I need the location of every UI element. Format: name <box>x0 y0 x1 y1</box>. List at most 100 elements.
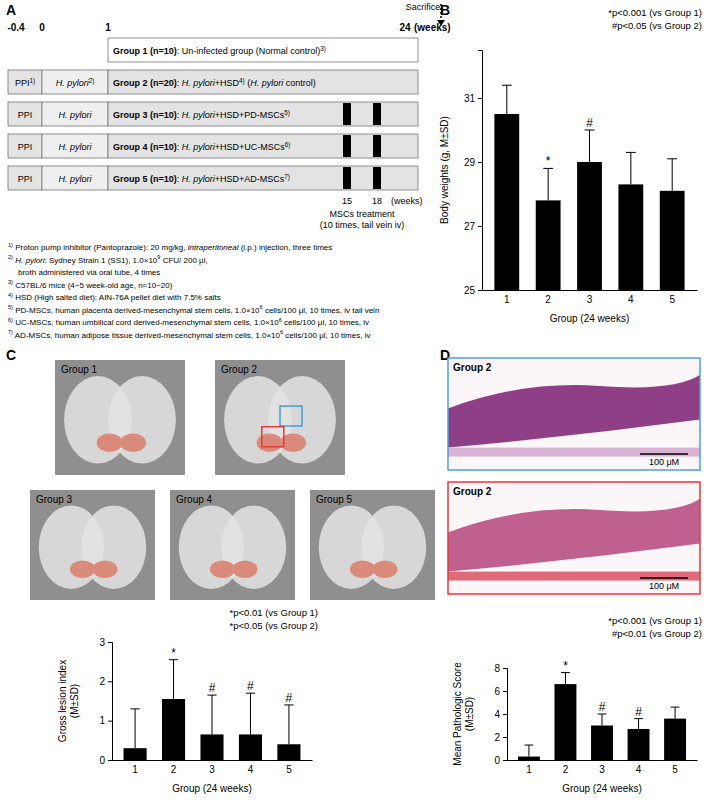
tissue-mucosa <box>448 375 700 448</box>
tick: 29 <box>464 157 482 168</box>
histology-image: Group 2100 μM <box>448 358 700 470</box>
y-axis: 0123 <box>99 637 112 766</box>
significance-mark: * <box>546 154 551 168</box>
tick-label: 2 <box>545 294 551 305</box>
text-segment: 3) <box>320 45 326 53</box>
stomach-photo: Group 2 <box>215 360 345 475</box>
tick: 3 <box>209 764 215 775</box>
tick: 1 <box>526 764 532 775</box>
y-axis: 02468 <box>494 663 507 766</box>
histology-label: Group 2 <box>453 486 492 497</box>
bar <box>628 729 650 760</box>
scale-bar-label: 100 μM <box>649 457 679 467</box>
tick-label: 3 <box>209 764 215 775</box>
text-segment: intraperitoneal <box>188 243 239 252</box>
group-box <box>108 70 418 94</box>
infection-label: H. pylori2) <box>56 77 95 88</box>
tick-label: 27 <box>464 221 476 232</box>
tick-mark <box>503 760 507 761</box>
treatment-unit: (weeks) <box>391 196 423 206</box>
error-cap <box>626 152 636 153</box>
x-axis-title: Group (24 weeks) <box>172 783 251 794</box>
text-segment: Group 1 (n=10) <box>113 46 177 56</box>
bar <box>277 744 300 760</box>
text-segment: +HSD <box>215 78 240 88</box>
sacrifice-label: Sacrifice <box>406 2 441 12</box>
photo-background <box>30 490 155 600</box>
text-segment: UC-MSCs, human umbilical cord derived-me… <box>13 318 279 327</box>
bar <box>518 757 540 760</box>
stomach-mucosa <box>257 434 283 452</box>
tick-mark <box>108 721 112 722</box>
treatment-bar <box>373 103 381 125</box>
treatment-bar <box>373 167 381 189</box>
tick-label: 1 <box>132 764 138 775</box>
pretreatment-box <box>8 166 42 190</box>
scale-bar-label: 100 μM <box>649 581 679 591</box>
photo-background <box>310 490 435 600</box>
tick-label: 4 <box>628 294 634 305</box>
tick: 4 <box>636 764 642 775</box>
bar <box>239 734 262 760</box>
error-cap <box>671 707 680 708</box>
tick: 0 <box>494 755 507 766</box>
text-segment: H. pylori <box>58 142 92 152</box>
bar <box>494 114 519 290</box>
x-axis: 12345 <box>483 291 698 306</box>
timeline-label: 1 <box>105 22 111 33</box>
error-bar <box>288 705 289 744</box>
tick: 6 <box>494 686 507 697</box>
treatment-bar <box>373 135 381 157</box>
bar-chart: 012312345Group (24 weeks)Gross lesion in… <box>57 607 318 794</box>
pretreatment-label: PPI1) <box>15 77 35 88</box>
zoom-box-red <box>262 427 284 447</box>
treatment-bar <box>343 135 351 157</box>
x-axis-title: Group (24 weeks) <box>562 783 641 794</box>
significance-mark: # <box>286 691 293 705</box>
text-segment: +HSD+PD-MSCs <box>215 110 285 120</box>
scale-bar <box>640 453 688 455</box>
infection-box <box>42 102 108 126</box>
tick: 5 <box>672 764 678 775</box>
tick: 1 <box>504 294 510 305</box>
error-cap <box>667 158 677 159</box>
text-segment: Group 4 (n=10) <box>113 142 177 152</box>
y-axis-title: (M±SD) <box>69 684 80 718</box>
tick-label: 1 <box>504 294 510 305</box>
histology-frame <box>448 482 700 594</box>
zoom-box-blue <box>280 406 302 426</box>
x-axis: 12345 <box>113 761 313 776</box>
tick: 2 <box>494 732 507 743</box>
text-segment: H. pylori <box>182 78 216 88</box>
footnote: 3) C57BL/6 mice (4~5 week-old age, n=10~… <box>8 279 173 289</box>
tick-label: 3 <box>99 637 105 648</box>
text-segment: (i.p.) injection, three times <box>238 243 332 252</box>
text-segment: H. pylori <box>182 142 216 152</box>
error-bar <box>212 695 213 734</box>
y-axis-title: Body weights (g, M±SD) <box>439 116 450 224</box>
stomach-mucosa <box>120 434 146 452</box>
text-segment: H. pylori <box>182 110 216 120</box>
infection-label: H. pylori <box>58 110 92 120</box>
tick: 4 <box>628 294 634 305</box>
significance-mark: # <box>586 116 593 130</box>
tick-label: 25 <box>464 285 476 296</box>
error-bar <box>528 745 529 757</box>
error-bar <box>589 130 590 162</box>
tick-mark <box>503 668 507 669</box>
error-bar <box>675 707 676 719</box>
stomach-lobe <box>361 505 426 589</box>
tick-mark <box>503 714 507 715</box>
significance-note: *p<0.05 (vs Group 2) <box>230 620 318 631</box>
text-segment: cells/100 μl, 10 times, iv tail vein <box>263 306 380 315</box>
tick: 25 <box>464 285 482 296</box>
histology-background <box>448 358 700 470</box>
photo-label: Group 2 <box>221 364 258 375</box>
bar <box>555 684 577 760</box>
tick-label: 6 <box>494 686 500 697</box>
error-bar <box>638 719 639 729</box>
infection-box <box>42 166 108 190</box>
significance-note: *p<0.01 (vs Group 1) <box>230 607 318 618</box>
timeline-label: 0 <box>39 22 45 33</box>
group-label: Group 4 (n=10): H. pylori+HSD+UC-MSCs6) <box>113 141 290 152</box>
